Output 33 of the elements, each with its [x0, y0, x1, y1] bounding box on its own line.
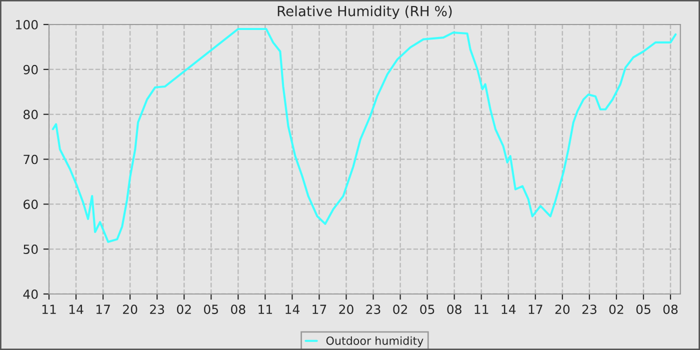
- x-tick-label: 20: [123, 304, 138, 314]
- x-tick-label: 11: [258, 304, 272, 314]
- x-tick-label: 08: [447, 304, 462, 314]
- x-tick-label: 20: [339, 304, 354, 314]
- x-tick-label: 05: [636, 304, 650, 314]
- x-tick-label: 23: [150, 304, 164, 314]
- x-tick-label: 05: [420, 304, 434, 314]
- x-tick-label: 08: [663, 304, 678, 314]
- y-tick-label: 70: [24, 154, 38, 164]
- y-tick-label: 90: [23, 64, 38, 74]
- x-tick-label: 17: [96, 304, 110, 314]
- x-tick-label: 14: [502, 304, 516, 314]
- legend-label: Outdoor humidity: [326, 336, 424, 348]
- x-tick-label: 23: [582, 304, 596, 314]
- x-tick-label: 11: [42, 304, 56, 314]
- y-tick-label: 50: [24, 244, 38, 254]
- x-tick-label: 17: [312, 304, 326, 314]
- x-tick-label: 17: [528, 304, 542, 314]
- x-tick-label: 02: [609, 304, 624, 314]
- chart-title: Relative Humidity (RH %): [278, 6, 452, 20]
- x-tick-label: 23: [366, 304, 380, 314]
- y-tick-label: 60: [24, 200, 38, 210]
- x-tick-label: 11: [474, 304, 488, 314]
- x-tick-label: 02: [176, 304, 191, 314]
- x-tick-label: 20: [555, 304, 570, 314]
- x-tick-label: 08: [231, 304, 246, 314]
- y-tick-label: 40: [23, 289, 38, 299]
- y-tick-label: 100: [16, 20, 38, 30]
- x-tick-label: 05: [204, 304, 218, 314]
- y-tick-label: 80: [24, 110, 38, 120]
- x-tick-label: 14: [286, 304, 300, 314]
- x-tick-label: 02: [393, 304, 407, 314]
- x-tick-label: 14: [69, 304, 84, 314]
